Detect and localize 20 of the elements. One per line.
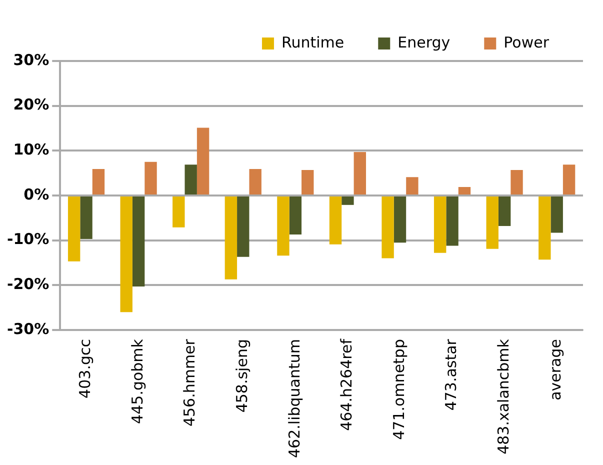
legend-label: Power: [504, 33, 550, 52]
x-tick-label: 445.gobmk: [128, 338, 146, 424]
y-tick-label: 0%: [24, 185, 50, 204]
x-tick-label: 483.xalancbmk: [494, 338, 512, 454]
y-tick-label: -30%: [6, 320, 50, 338]
x-tick-label: 464.h264ref: [338, 338, 356, 431]
legend-label: Energy: [398, 33, 450, 52]
x-tick-label: 471.omnetpp: [390, 339, 408, 440]
x-tick-label: 458.sjeng: [233, 339, 252, 413]
y-tick-label: 10%: [13, 140, 50, 159]
x-tick-label: 473.astar: [442, 338, 460, 411]
x-tick-label: 462.libquantum: [285, 339, 304, 458]
y-tick-label: -20%: [6, 275, 50, 294]
y-tick-label: 30%: [13, 50, 50, 69]
y-tick-label: -10%: [6, 230, 50, 248]
x-tick-label: 403.gcc: [76, 339, 94, 398]
y-tick-label: 20%: [13, 96, 50, 114]
legend-label: Runtime: [281, 33, 344, 52]
x-tick-label: average: [546, 339, 565, 400]
x-tick-label: 456.hmmer: [180, 338, 199, 427]
